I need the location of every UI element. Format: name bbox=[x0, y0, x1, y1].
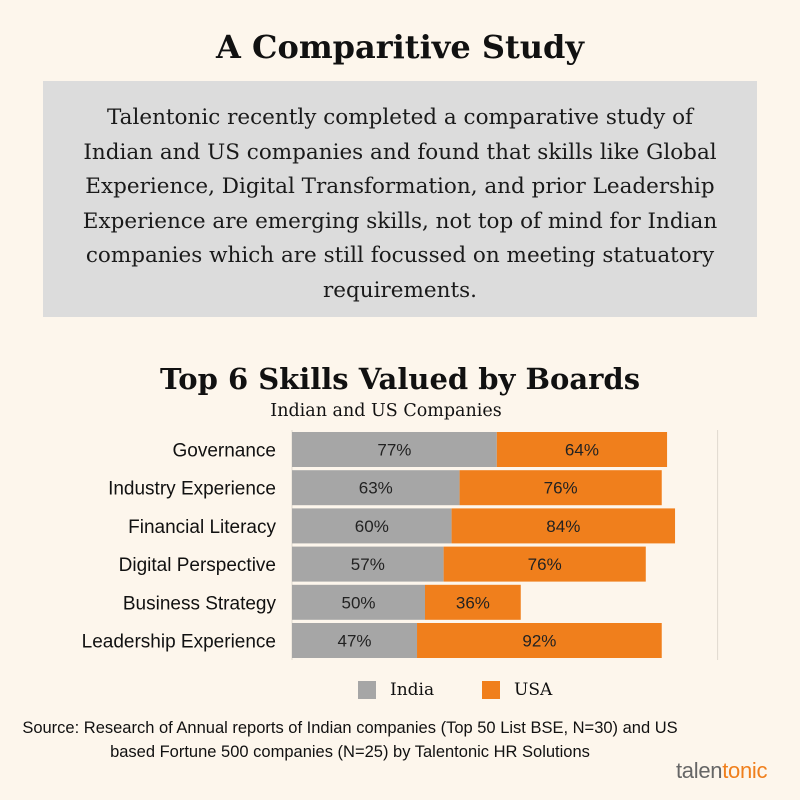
data-label-usa: 64% bbox=[565, 441, 599, 460]
data-label-usa: 92% bbox=[522, 632, 556, 651]
legend-swatch-usa bbox=[482, 681, 500, 699]
data-label-india: 60% bbox=[355, 517, 389, 536]
data-label-india: 77% bbox=[377, 441, 411, 460]
category-label: Business Strategy bbox=[123, 593, 277, 614]
page-title: A Comparitive Study bbox=[216, 28, 584, 66]
bar-india bbox=[292, 470, 460, 506]
data-label-usa: 76% bbox=[528, 555, 562, 574]
intro-text: Talentonic recently completed a comparat… bbox=[82, 105, 718, 303]
legend-item-usa: USA bbox=[482, 680, 552, 700]
chart-subtitle: Indian and US Companies bbox=[270, 401, 502, 421]
bar-india bbox=[292, 623, 418, 658]
data-label-india: 57% bbox=[351, 555, 385, 574]
data-label-usa: 76% bbox=[544, 479, 578, 498]
data-label-usa: 36% bbox=[456, 593, 490, 612]
legend-item-india: India bbox=[358, 680, 434, 700]
data-label-usa: 84% bbox=[546, 517, 580, 536]
category-label: Governance bbox=[172, 441, 276, 462]
data-label-india: 63% bbox=[359, 479, 393, 498]
data-label-india: 50% bbox=[341, 593, 375, 612]
legend-swatch-india bbox=[358, 681, 376, 699]
category-label: Leadership Experience bbox=[82, 632, 276, 653]
bar-india bbox=[292, 584, 425, 620]
category-label: Financial Literacy bbox=[128, 517, 276, 538]
category-label: Industry Experience bbox=[108, 479, 276, 500]
legend-label-usa: USA bbox=[514, 680, 553, 700]
stacked-bar-chart: Governance 77% 64% Industry Experience 63% 76… bbox=[82, 430, 719, 660]
bar-india bbox=[292, 508, 452, 544]
bar-usa bbox=[459, 470, 662, 506]
data-label-india: 47% bbox=[337, 632, 371, 651]
bar-usa bbox=[496, 432, 668, 467]
logo-part-2: tonic bbox=[722, 758, 768, 783]
legend-label-india: India bbox=[390, 680, 435, 700]
bar-usa bbox=[425, 584, 521, 620]
chart-title: Top 6 Skills Valued by Boards bbox=[159, 362, 641, 396]
bar-india bbox=[292, 432, 497, 467]
bar-usa bbox=[443, 546, 646, 582]
bar-usa bbox=[417, 623, 662, 658]
bar-usa bbox=[451, 508, 676, 544]
talentonic-logo: talentonic bbox=[676, 758, 768, 784]
logo-part-1: talen bbox=[676, 758, 723, 783]
category-label: Digital Perspective bbox=[119, 555, 276, 576]
bar-india bbox=[292, 546, 444, 582]
intro-box: Talentonic recently completed a comparat… bbox=[43, 81, 757, 317]
source-note: Source: Research of Annual reports of In… bbox=[22, 719, 678, 761]
